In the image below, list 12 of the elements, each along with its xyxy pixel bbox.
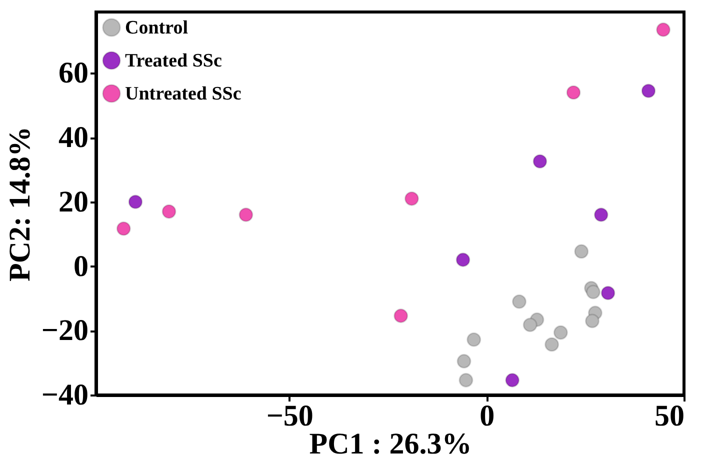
y-axis-title: PC2: 14.8% [3,126,36,282]
legend-label: Treated SSc [125,50,222,72]
legend-label: Control [125,18,188,38]
y-tick-label: −20 [41,314,88,348]
x-tick-label: 50 [654,400,684,432]
x-tick-label: 0 [480,400,495,432]
y-tick-label: 0 [74,250,88,283]
y-tick-label: 20 [58,185,88,218]
legend-label: Untreated SSc [125,84,242,104]
y-tick-label: 40 [58,121,88,154]
y-tick-label: −40 [41,378,88,412]
y-tick-label: 60 [58,56,88,90]
